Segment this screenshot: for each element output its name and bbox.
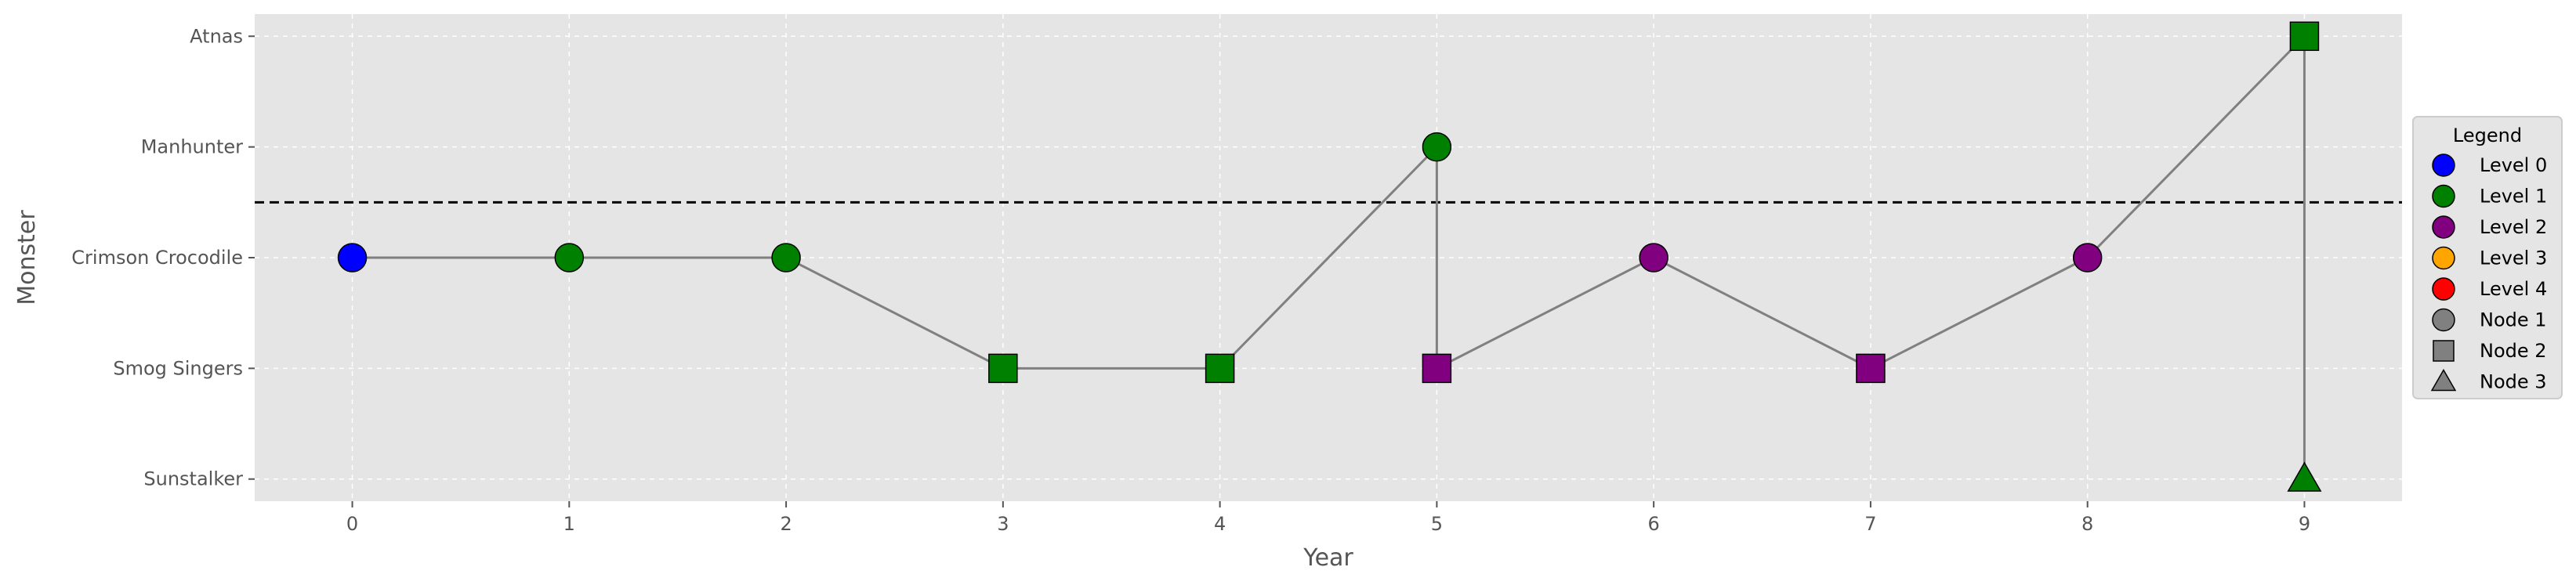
x-tick-label: 0 [346, 513, 358, 535]
data-point [554, 243, 585, 273]
connector-segment [785, 256, 1004, 370]
data-point [2289, 21, 2320, 52]
legend-label: Node 2 [2480, 340, 2547, 362]
x-tick-label: 2 [780, 513, 792, 535]
data-point [988, 353, 1018, 384]
legend-marker [2432, 277, 2455, 301]
connector-segment [1653, 256, 1871, 370]
y-tick-label: Smog Singers [113, 357, 243, 379]
data-point [1639, 243, 1668, 273]
data-point [2072, 243, 2103, 273]
x-tick-label: 9 [2299, 513, 2310, 535]
legend-marker [2433, 340, 2455, 362]
legend-marker [2432, 246, 2455, 270]
legend-label: Node 3 [2480, 371, 2547, 393]
legend: Legend Level 0 Level 1 Level 2 Level 3 Level… [2412, 116, 2563, 399]
legend-label: Level 0 [2480, 154, 2547, 176]
connector-segment [1219, 146, 1438, 370]
legend-marker [2432, 184, 2455, 208]
connector-segment [1870, 256, 2089, 370]
data-point [1422, 132, 1452, 162]
y-tick-label: Atnas [190, 25, 243, 47]
y-axis-title: Monster [13, 210, 41, 305]
y-tick-label: Crimson Crocodile [71, 247, 243, 269]
data-point [1422, 353, 1452, 384]
legend-label: Level 1 [2480, 186, 2547, 208]
x-tick-label: 5 [1431, 513, 1443, 535]
legend-marker [2432, 153, 2455, 177]
x-axis: 0 1 2 3 4 5 6 7 8 9 [346, 501, 2310, 535]
x-tick-label: 7 [1864, 513, 1876, 535]
legend-title: Legend [2453, 125, 2522, 146]
legend-label: Node 1 [2480, 309, 2547, 331]
connector-segment [2086, 35, 2306, 259]
connector-lines [352, 35, 2306, 479]
x-tick-label: 3 [997, 513, 1009, 535]
y-tick-label: Manhunter [141, 136, 243, 158]
data-point [337, 243, 368, 273]
x-axis-title: Year [1302, 544, 1353, 572]
data-markers [337, 21, 2322, 492]
legend-label: Level 2 [2480, 216, 2547, 238]
legend-marker [2432, 308, 2455, 332]
x-tick-label: 6 [1648, 513, 1660, 535]
legend-label: Level 4 [2480, 278, 2547, 300]
y-axis: Sunstalker Smog Singers Crimson Crocodile M… [71, 25, 255, 490]
data-point [2287, 461, 2322, 492]
data-point [771, 243, 801, 273]
legend-marker [2430, 369, 2457, 392]
data-point [1205, 353, 1235, 384]
connector-segment [1436, 256, 1654, 370]
x-tick-label: 1 [563, 513, 575, 535]
data-point [1856, 353, 1886, 384]
x-tick-label: 4 [1214, 513, 1226, 535]
legend-label: Level 3 [2480, 247, 2547, 269]
x-tick-label: 8 [2081, 513, 2093, 535]
legend-marker [2432, 215, 2455, 239]
y-tick-label: Sunstalker [143, 468, 243, 490]
